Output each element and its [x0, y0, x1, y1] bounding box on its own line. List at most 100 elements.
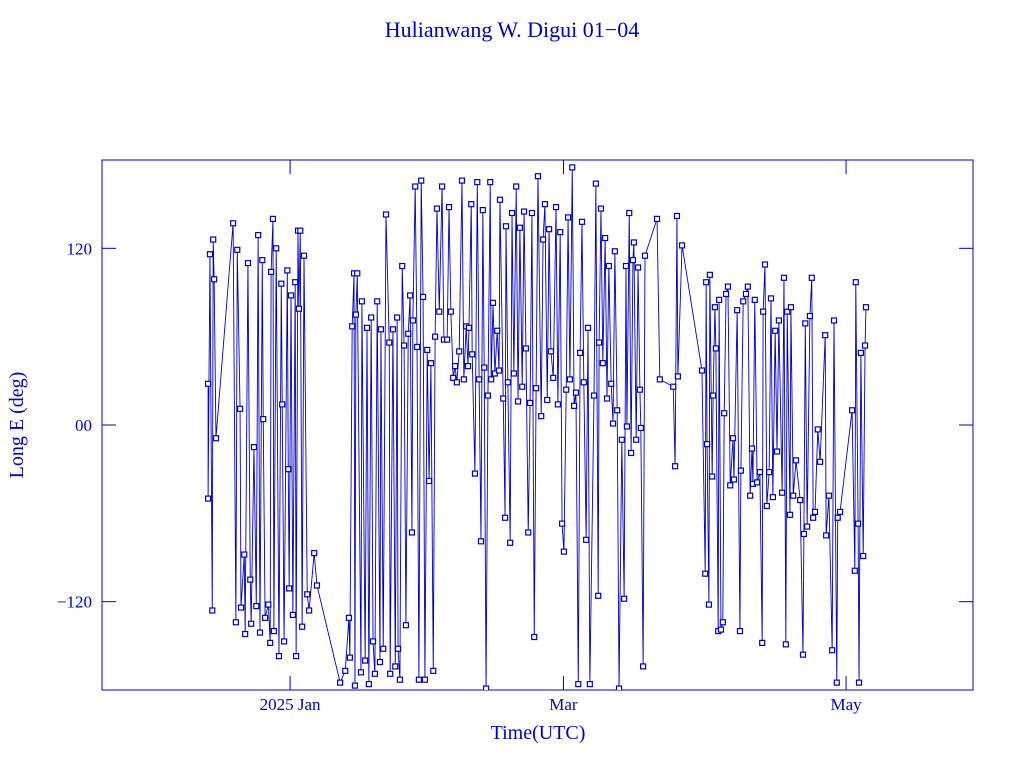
data-point [460, 376, 467, 383]
data-point [265, 601, 272, 608]
data-point [270, 628, 277, 635]
data-point [742, 290, 750, 298]
data-point [510, 370, 517, 377]
data-point [256, 629, 264, 636]
data-point [396, 676, 404, 683]
data-point [539, 236, 547, 243]
data-point [822, 332, 829, 339]
data-point [349, 323, 356, 330]
data-point [405, 330, 412, 337]
data-point [468, 201, 475, 208]
data-point [563, 386, 570, 393]
data-point [717, 626, 725, 633]
data-point [519, 383, 526, 390]
data-point [729, 435, 737, 442]
data-point [502, 223, 510, 230]
data-point [495, 367, 503, 374]
data-point [346, 654, 353, 661]
data-point [637, 424, 644, 432]
data-point [763, 502, 770, 510]
data-point [569, 164, 576, 171]
data-point [541, 201, 549, 208]
data-point [709, 473, 716, 480]
data-point [377, 326, 385, 333]
data-point [526, 399, 534, 407]
data-point [618, 436, 625, 443]
data-point [209, 607, 216, 614]
data-point [653, 215, 661, 222]
data-point [250, 443, 258, 451]
data-point [761, 261, 769, 268]
data-point [482, 685, 490, 690]
data-point [571, 402, 578, 409]
data-point [769, 494, 776, 501]
data-point [577, 349, 584, 356]
data-point [402, 622, 410, 629]
data-point [534, 173, 542, 180]
data-point [784, 308, 791, 315]
data-point [456, 348, 463, 355]
data-point [474, 178, 481, 186]
data-point [780, 274, 788, 281]
data-point [528, 209, 536, 217]
plot-area [204, 164, 870, 690]
data-point [797, 496, 804, 504]
data-point [597, 205, 605, 212]
data-point [409, 317, 416, 324]
data-point [206, 251, 214, 258]
data-point [674, 373, 681, 380]
data-point [267, 639, 274, 646]
data-point [580, 379, 587, 386]
data-point [799, 651, 807, 658]
data-point [833, 679, 840, 686]
data-point [544, 396, 551, 404]
data-point [386, 339, 393, 346]
x-tick-label: 2025 Jan [260, 695, 321, 714]
data-point [629, 257, 637, 264]
data-point [566, 376, 574, 383]
data-point [419, 293, 427, 301]
data-point [595, 592, 602, 599]
data-point [836, 508, 844, 515]
data-point [744, 283, 751, 290]
data-point [751, 296, 758, 303]
data-point [508, 209, 516, 217]
data-point [711, 304, 719, 311]
data-point [425, 477, 433, 485]
data-point [514, 398, 522, 405]
data-point [727, 482, 734, 489]
y-tick-label: −120 [57, 593, 92, 612]
data-point [719, 619, 726, 626]
data-point [734, 307, 741, 314]
data-point [802, 320, 809, 327]
chart-title: Hulianwang W. Digui 01−04 [385, 17, 639, 42]
data-point [678, 242, 686, 249]
data-point [804, 523, 811, 530]
data-point [357, 669, 365, 676]
data-point [275, 653, 283, 660]
data-point [259, 257, 266, 264]
data-point [861, 342, 869, 349]
data-point [775, 317, 782, 324]
data-point [706, 271, 713, 278]
data-point [641, 252, 649, 259]
data-point [779, 489, 786, 496]
data-point [368, 314, 375, 321]
data-point [394, 645, 402, 652]
data-point [855, 679, 863, 686]
data-point [481, 364, 488, 371]
data-point [860, 552, 867, 560]
data-point [740, 298, 747, 305]
data-point [479, 206, 486, 214]
data-point [299, 623, 306, 630]
data-point [520, 208, 528, 215]
data-point [412, 183, 419, 190]
data-point [583, 536, 590, 543]
data-point [857, 349, 864, 356]
data-point [278, 280, 285, 287]
data-point [289, 611, 296, 619]
data-point [814, 426, 821, 433]
data-point [721, 410, 728, 417]
data-point [352, 311, 359, 318]
